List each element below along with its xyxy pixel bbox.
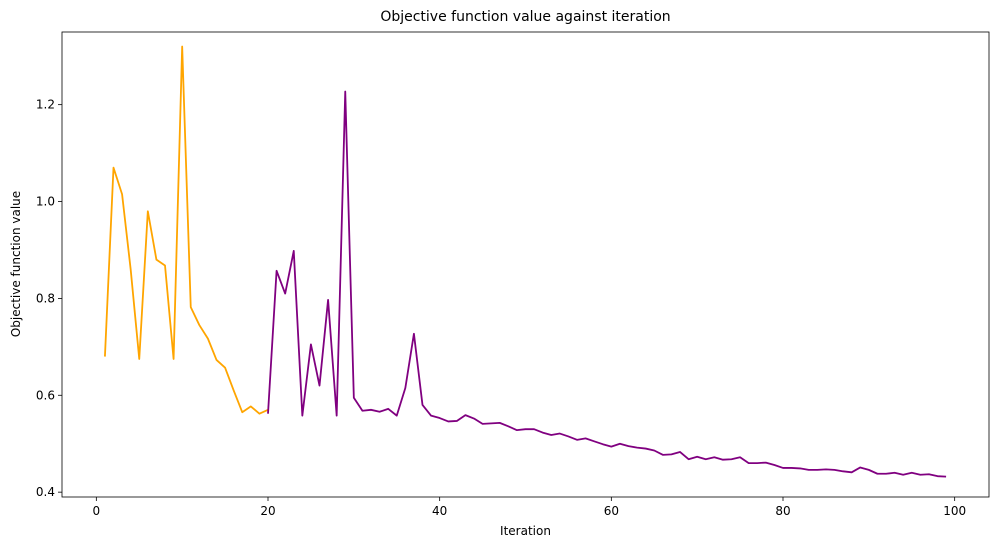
y-tick-label: 0.6 xyxy=(36,388,55,402)
y-axis: 0.4 0.6 0.8 1.0 1.2 xyxy=(36,98,62,499)
x-tick-label: 80 xyxy=(775,504,790,518)
x-tick-label: 100 xyxy=(943,504,966,518)
plot-frame xyxy=(61,31,990,498)
series-line-2 xyxy=(267,90,947,478)
chart-title: Objective function value against iterati… xyxy=(380,9,670,25)
y-axis-label: Objective function value xyxy=(9,191,23,337)
x-tick-label: 0 xyxy=(93,504,101,518)
y-tick-label: 1.2 xyxy=(36,98,55,112)
y-tick-label: 1.0 xyxy=(36,195,55,209)
y-tick-label: 0.8 xyxy=(36,291,55,305)
x-axis-label: Iteration xyxy=(500,524,551,538)
series-line-1 xyxy=(104,45,269,415)
x-tick-label: 20 xyxy=(260,504,275,518)
series-layer xyxy=(104,45,947,478)
x-axis: 0 20 40 60 80 100 xyxy=(93,497,966,518)
y-tick-label: 0.4 xyxy=(36,485,55,499)
x-tick-label: 60 xyxy=(604,504,619,518)
x-tick-label: 40 xyxy=(432,504,447,518)
